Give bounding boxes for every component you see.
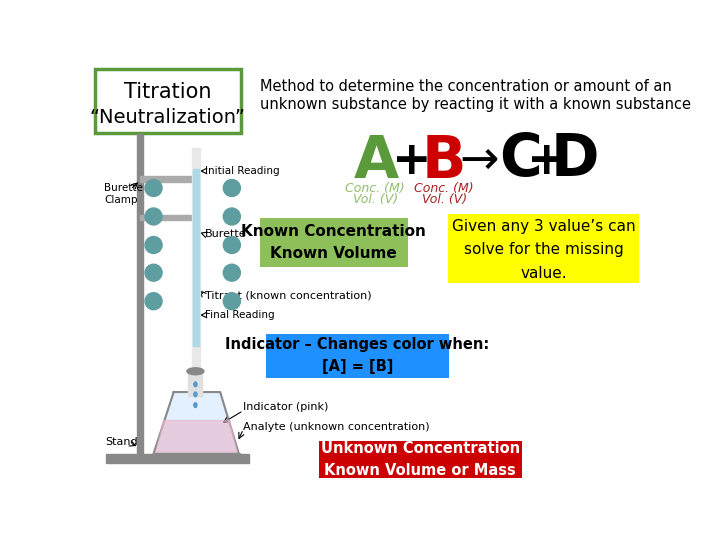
Text: +: + bbox=[526, 139, 567, 184]
Text: unknown substance by reacting it with a known substance: unknown substance by reacting it with a … bbox=[261, 97, 691, 112]
Text: Vol. (V): Vol. (V) bbox=[422, 193, 467, 206]
Text: Burette
Clamp: Burette Clamp bbox=[104, 183, 143, 205]
Ellipse shape bbox=[194, 392, 197, 397]
Bar bbox=[192, 148, 200, 372]
Circle shape bbox=[223, 237, 240, 253]
Text: Final Reading: Final Reading bbox=[204, 310, 274, 320]
Ellipse shape bbox=[194, 382, 197, 387]
Bar bbox=[137, 134, 143, 457]
Text: B: B bbox=[422, 132, 467, 190]
Circle shape bbox=[145, 264, 162, 281]
Text: “Neutralization”: “Neutralization” bbox=[89, 107, 246, 127]
Circle shape bbox=[145, 293, 162, 309]
Text: C: C bbox=[500, 131, 542, 188]
Text: Unknown Concentration
Known Volume or Mass: Unknown Concentration Known Volume or Ma… bbox=[320, 441, 520, 478]
Circle shape bbox=[145, 237, 162, 253]
Text: Conc. (M): Conc. (M) bbox=[346, 182, 405, 195]
Text: A: A bbox=[354, 132, 400, 190]
Bar bbox=[140, 177, 196, 182]
Ellipse shape bbox=[194, 403, 197, 408]
Circle shape bbox=[145, 179, 162, 197]
FancyBboxPatch shape bbox=[319, 441, 522, 478]
Text: Burette: Burette bbox=[204, 229, 246, 239]
Text: Analyte (unknown concentration): Analyte (unknown concentration) bbox=[243, 422, 430, 431]
Circle shape bbox=[223, 264, 240, 281]
Polygon shape bbox=[156, 421, 238, 452]
Text: Known Concentration
Known Volume: Known Concentration Known Volume bbox=[241, 224, 426, 261]
Ellipse shape bbox=[187, 368, 204, 375]
Bar bbox=[189, 373, 202, 396]
Text: Indicator – Changes color when:
[A] = [B]: Indicator – Changes color when: [A] = [B… bbox=[225, 338, 490, 374]
Text: Vol. (V): Vol. (V) bbox=[353, 193, 397, 206]
FancyBboxPatch shape bbox=[448, 214, 639, 284]
Bar bbox=[193, 369, 198, 388]
Text: Initial Reading: Initial Reading bbox=[204, 166, 279, 176]
Circle shape bbox=[223, 208, 240, 225]
Bar bbox=[106, 454, 249, 463]
Circle shape bbox=[223, 179, 240, 197]
Text: Indicator (pink): Indicator (pink) bbox=[243, 402, 329, 413]
FancyBboxPatch shape bbox=[260, 218, 408, 267]
Text: Stand: Stand bbox=[106, 437, 138, 447]
Text: Method to determine the concentration or amount of an: Method to determine the concentration or… bbox=[261, 79, 672, 94]
Text: Titrant (known concentration): Titrant (known concentration) bbox=[204, 291, 372, 301]
Bar bbox=[193, 168, 199, 346]
Bar bbox=[140, 215, 196, 220]
Text: Conc. (M): Conc. (M) bbox=[415, 182, 474, 195]
Circle shape bbox=[223, 293, 240, 309]
FancyBboxPatch shape bbox=[266, 334, 449, 378]
Circle shape bbox=[145, 208, 162, 225]
Text: D: D bbox=[550, 131, 598, 188]
Text: →: → bbox=[459, 139, 499, 184]
Text: Titration: Titration bbox=[124, 82, 211, 102]
FancyBboxPatch shape bbox=[94, 70, 241, 132]
Text: Given any 3 value’s can
solve for the missing
value.: Given any 3 value’s can solve for the mi… bbox=[451, 219, 635, 280]
Text: +: + bbox=[392, 139, 431, 184]
Polygon shape bbox=[153, 392, 239, 454]
